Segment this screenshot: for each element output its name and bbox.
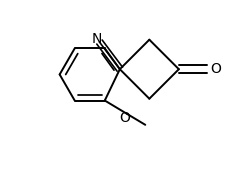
Text: O: O xyxy=(119,111,130,125)
Text: O: O xyxy=(210,62,221,76)
Text: N: N xyxy=(92,32,102,46)
